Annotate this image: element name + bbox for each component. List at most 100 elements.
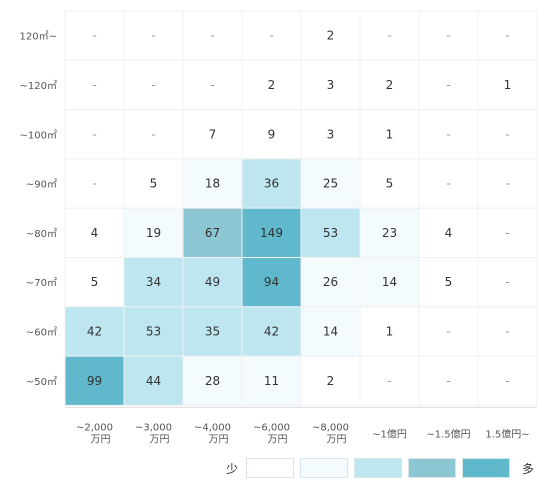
heatmap-cell [418,306,479,357]
cell-value-label: 11 [264,374,279,388]
x-tick-label: ~8,000 万円 [312,422,349,445]
heatmap-cells: - - - -2- - -- - -2 3 2-1- -7 9 3 1- -- 5 18 36 25 5- -4 19 67… [64,10,538,406]
legend-swatch [354,458,403,478]
heatmap-cell [418,109,479,160]
heatmap-cell [477,355,538,406]
heatmap-cell [182,257,243,308]
heatmap-cell [64,109,125,160]
cell-value-label: 9 [268,127,276,141]
cell-empty-marker: - [92,29,96,43]
cell-value-label: 1 [386,324,394,338]
heatmap-cell [418,207,479,258]
heatmap-cell [241,158,302,209]
heatmap-cell [123,59,184,111]
cell-value-label: 42 [87,324,102,338]
x-tick-label: ~2,000 万円 [76,422,113,445]
y-tick-label: ~90㎡ [26,179,57,191]
heatmap-cell [64,306,125,357]
heatmap-cell [477,257,538,308]
heatmap-cell [477,109,538,160]
y-tick-label: ~50㎡ [26,376,57,388]
heatmap-cell [182,109,243,160]
cell-empty-marker: - [505,324,509,338]
cell-value-label: 28 [205,374,220,388]
legend-low-label: 少 [226,461,239,476]
cell-empty-marker: - [92,177,96,191]
cell-value-label: 5 [150,177,158,191]
heatmap-cell [300,257,361,308]
heatmap-cell [182,10,243,61]
legend-swatch [300,458,349,478]
heatmap-cell [300,158,361,209]
cell-value-label: 49 [205,275,220,289]
cell-empty-marker: - [446,177,450,191]
cell-value-label: 67 [205,226,220,240]
cell-empty-marker: - [505,127,509,141]
cell-value-label: 99 [87,374,102,388]
cell-value-label: 149 [260,226,283,240]
x-tick-label: ~3,000 万円 [135,422,172,445]
cell-value-label: 2 [327,374,335,388]
cell-value-label: 25 [323,177,338,191]
cell-value-label: 19 [146,226,161,240]
x-axis-labels: ~2,000 万円 ~3,000 万円 ~4,000 万円 ~6,000 万円 ~8,000 万円… [76,422,530,445]
cell-value-label: 53 [323,226,338,240]
cell-empty-marker: - [446,324,450,338]
color-legend: 少 多 [226,457,534,479]
cell-value-label: 26 [323,275,338,289]
heatmap-cell [241,207,302,258]
y-tick-label: ~60㎡ [26,326,57,338]
heatmap-cell [241,355,302,406]
cell-empty-marker: - [151,127,155,141]
heatmap-cell [477,207,538,258]
cell-value-label: 5 [386,177,394,191]
y-tick-label: ~70㎡ [26,277,57,289]
cell-empty-marker: - [151,78,155,92]
legend-swatch [408,458,457,478]
heatmap-cell [300,306,361,357]
heatmap-cell [64,10,125,61]
cell-value-label: 14 [323,324,338,338]
cell-value-label: 23 [382,226,397,240]
cell-value-label: 4 [91,226,99,240]
cell-value-label: 2 [386,78,394,92]
heatmap-cell [359,109,420,160]
cell-value-label: 42 [264,324,279,338]
cell-empty-marker: - [446,127,450,141]
x-tick-label: 1.5億円~ [485,427,529,440]
y-tick-label: ~100㎡ [20,129,57,141]
cell-value-label: 94 [264,275,279,289]
heatmap-cell [477,306,538,357]
cell-empty-marker: - [446,29,450,43]
heatmap-cell [300,355,361,406]
cell-empty-marker: - [446,374,450,388]
heatmap-cell [477,10,538,61]
cell-value-label: 14 [382,275,397,289]
heatmap-cell [418,158,479,209]
heatmap-cell [241,59,302,111]
heatmap-cell [123,109,184,160]
legend-high-label: 多 [522,461,535,476]
cell-empty-marker: - [269,29,273,43]
cell-value-label: 35 [205,324,220,338]
heatmap-cell [477,59,538,111]
heatmap-cell [182,306,243,357]
cell-value-label: 44 [146,374,161,388]
x-tick-label: ~1億円 [372,427,407,440]
heatmap-cell [359,355,420,406]
cell-empty-marker: - [505,374,509,388]
heatmap-cell [123,257,184,308]
cell-empty-marker: - [505,275,509,289]
heatmap-cell [300,207,361,258]
cell-value-label: 4 [445,226,453,240]
heatmap-cell [123,10,184,61]
cell-value-label: 7 [209,127,217,141]
heatmap-cell [182,158,243,209]
cell-value-label: 5 [445,275,453,289]
cell-empty-marker: - [151,29,155,43]
x-tick-label: ~6,000 万円 [253,422,290,445]
y-tick-label: ~80㎡ [26,228,57,240]
cell-value-label: 53 [146,324,161,338]
heatmap-cell [418,257,479,308]
